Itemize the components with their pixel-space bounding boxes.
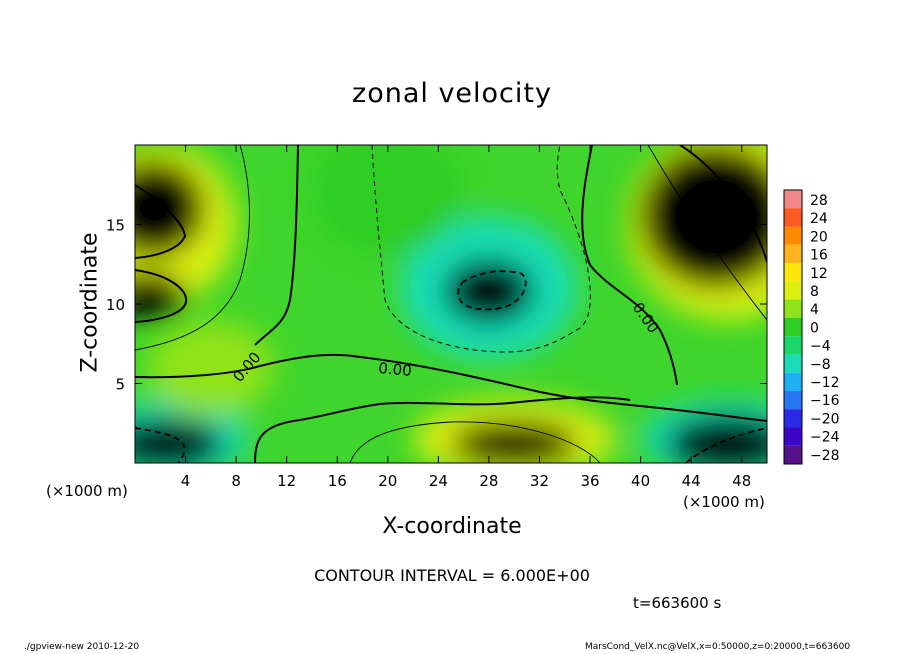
colorbar-swatch (784, 226, 802, 245)
field-region (311, 145, 464, 257)
colorbar-swatch (784, 244, 802, 264)
y-axis: 5 10 15 (106, 217, 767, 394)
x-axis: 4 8 12 16 20 24 28 32 36 40 44 48 (181, 145, 751, 490)
colorbar-swatch (784, 281, 802, 300)
x-tick-label: 8 (231, 472, 241, 490)
contour-label: 0.00 (378, 359, 413, 380)
colorbar-label: 8 (810, 284, 819, 300)
x-tick-label: 48 (732, 472, 751, 490)
y-tick-label: 15 (106, 217, 125, 235)
pos-contour-left (135, 145, 250, 351)
colorbar-label: 4 (810, 302, 819, 318)
zero-contour-leftjet (135, 269, 188, 323)
colorbar-label: 16 (810, 248, 828, 264)
colorbar-swatch (784, 427, 802, 446)
contour-interval-text: CONTOUR INTERVAL = 6.000E+00 (314, 566, 590, 585)
zero-contour-topright (679, 145, 767, 263)
colorbar-swatch (784, 317, 802, 337)
colorbar-swatch (784, 299, 802, 318)
colorbar-swatch (784, 390, 802, 410)
x-unit-label-left: (×1000 m) (46, 482, 128, 500)
footer-left: ./gpview-new 2010-12-20 (24, 642, 140, 652)
colorbar-label: −4 (810, 339, 831, 355)
field-region (135, 160, 205, 257)
x-tick-label: 28 (479, 472, 498, 490)
colorbar-swatch (784, 409, 802, 428)
colorbar-swatch (784, 445, 802, 464)
colorbar-label: 28 (810, 193, 828, 209)
field-region (135, 418, 224, 463)
colorbar-frame (783, 189, 803, 465)
colorbar-label: 20 (810, 229, 828, 245)
colorbar-label: −12 (810, 375, 840, 391)
colorbar-swatch (784, 372, 802, 391)
zero-contour-right (581, 145, 678, 386)
colorbar-label: 24 (810, 211, 828, 227)
colorbar-swatch (784, 190, 802, 209)
colorbar-label: −28 (810, 448, 840, 464)
x-tick-label: 12 (277, 472, 296, 490)
pos-contour-right (647, 145, 767, 321)
zero-contour (135, 353, 767, 422)
zero-contour-bottom (254, 396, 631, 463)
neg-contour-bottomleft (135, 427, 186, 463)
x-tick-label: 24 (429, 472, 448, 490)
colorbar: 28 24 20 16 12 8 4 0 −4 −8 −12 −16 −20 −24 −28 (783, 189, 840, 465)
zero-contour-upper (254, 145, 299, 346)
y-tick-label: 5 (115, 376, 125, 394)
colorbar-swatch (784, 336, 802, 355)
colorbar-swatch (784, 208, 802, 227)
field-region (444, 259, 534, 324)
x-tick-label: 36 (580, 472, 599, 490)
footer-right: MarsCond_VelX.nc@VelX,x=0:50000,z=0:2000… (585, 642, 851, 652)
colorbar-label: −8 (810, 357, 831, 373)
x-tick-label: 16 (328, 472, 347, 490)
pos-contour-bottom (349, 421, 601, 463)
colorbar-swatch (784, 354, 802, 373)
y-tick-label: 10 (106, 296, 125, 314)
colorbar-label: −16 (810, 393, 840, 409)
colorbar-label: 12 (810, 266, 828, 282)
colorbar-label: −24 (810, 430, 840, 446)
heatmap-field (135, 145, 767, 463)
colorbar-label: 0 (810, 320, 819, 336)
field-region (640, 145, 767, 289)
contour-lines (135, 145, 767, 463)
zero-contour-leftupper (135, 184, 187, 259)
colorbar-swatch (784, 263, 802, 282)
x-unit-label-right: (×1000 m) (683, 493, 765, 511)
field-region (135, 272, 186, 320)
field-region (665, 415, 767, 463)
time-stamp: t=663600 s (633, 594, 722, 612)
colorbar-label: −20 (810, 411, 840, 427)
x-tick-label: 20 (378, 472, 397, 490)
x-tick-label: 40 (631, 472, 650, 490)
neg-contour-outer (371, 145, 591, 353)
chart-title: zonal velocity (352, 78, 552, 109)
neg-contour-center (457, 270, 527, 311)
x-axis-label: X-coordinate (382, 514, 522, 539)
field-region (451, 421, 578, 463)
x-tick-label: 32 (530, 472, 549, 490)
field-region (147, 319, 275, 416)
x-tick-label: 44 (682, 472, 701, 490)
x-tick-label: 4 (181, 472, 191, 490)
